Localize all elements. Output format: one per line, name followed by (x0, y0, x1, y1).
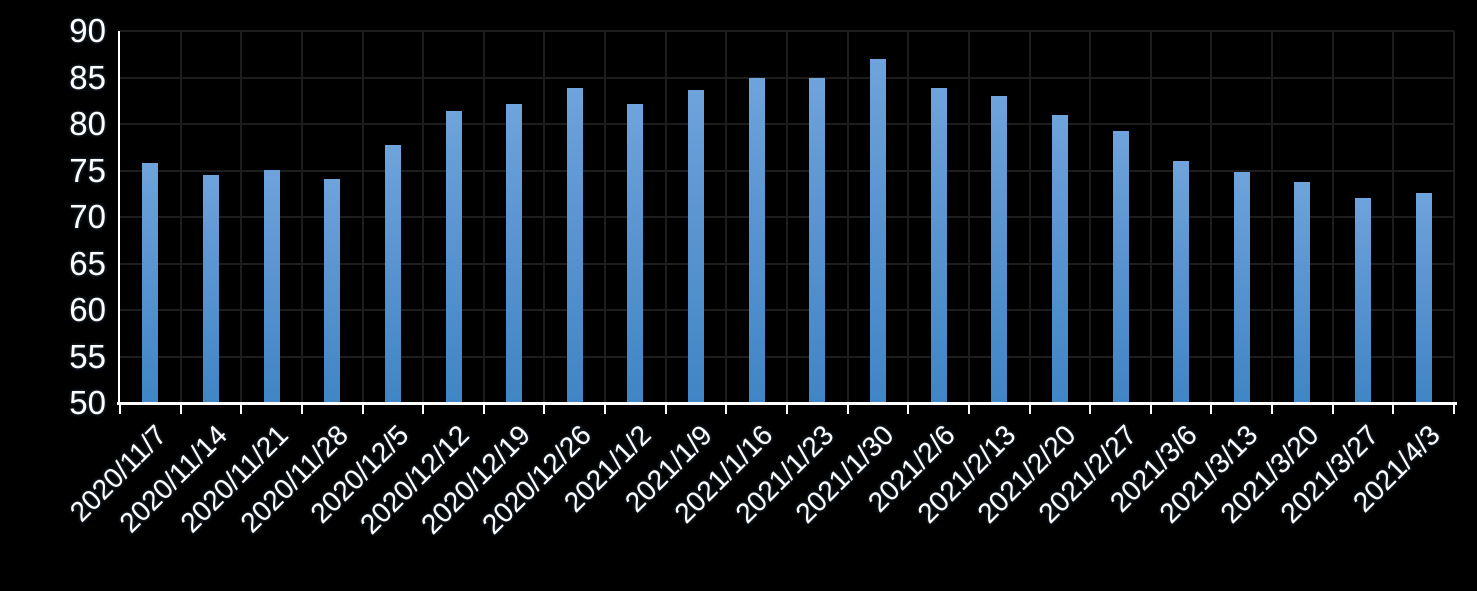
tick-mark (240, 405, 243, 414)
gridline-v (1453, 31, 1455, 403)
tick-mark (300, 405, 303, 414)
bar (506, 104, 523, 402)
bar (809, 78, 826, 402)
tick-mark (1089, 405, 1092, 414)
bar (384, 145, 401, 402)
tick-mark (1331, 405, 1334, 414)
y-axis-label: 55 (69, 337, 106, 375)
tick-mark (1392, 405, 1395, 414)
bar (263, 169, 280, 402)
y-axis-label: 90 (69, 12, 106, 49)
y-axis-line (118, 31, 120, 405)
y-axis-label: 85 (69, 58, 106, 96)
gridline-v (725, 31, 728, 403)
bar (688, 89, 705, 402)
bar (991, 96, 1008, 402)
tick-mark (1149, 405, 1152, 414)
tick-mark (361, 405, 364, 414)
bar (1355, 198, 1372, 402)
tick-mark (119, 405, 121, 414)
gridline-v (1271, 31, 1274, 403)
tick-mark (422, 405, 425, 414)
bar (1051, 114, 1068, 402)
y-axis-label: 60 (69, 291, 106, 328)
bar (748, 78, 765, 402)
tick-mark (1453, 405, 1455, 414)
bar (445, 110, 462, 402)
bar (1233, 172, 1250, 402)
gridline-v (786, 31, 788, 403)
gridline-v (1210, 31, 1213, 403)
gridline-v (543, 31, 546, 403)
gridline-v (240, 31, 243, 403)
x-axis-line (117, 402, 1457, 405)
gridline-v (1392, 31, 1395, 403)
bar (1173, 161, 1190, 402)
gridline-v (604, 31, 607, 403)
tick-mark (1028, 405, 1031, 414)
bar (566, 87, 583, 402)
tick-mark (543, 405, 546, 414)
gridline-v (1028, 31, 1031, 403)
y-axis-label: 80 (69, 105, 106, 142)
tick-mark (846, 405, 849, 414)
tick-mark (1271, 405, 1274, 414)
gridline-v (179, 31, 182, 403)
tick-mark (179, 405, 182, 414)
plot-area (117, 30, 1457, 414)
gridline-v (300, 31, 303, 403)
tick-mark (725, 405, 728, 414)
gridline-v (422, 31, 425, 403)
bar (627, 104, 644, 402)
bar (1112, 131, 1129, 402)
y-axis-label: 65 (69, 244, 106, 282)
bar (1415, 192, 1432, 402)
gridline-v (1089, 31, 1092, 403)
y-axis-label: 70 (69, 198, 106, 235)
gridline-v (361, 31, 364, 403)
gridline-v (664, 31, 667, 403)
gridline-v (907, 31, 910, 403)
gridline-v (1149, 31, 1152, 403)
tick-mark (1210, 405, 1213, 414)
tick-mark (907, 405, 910, 414)
bar (930, 87, 947, 402)
gridline-v (846, 31, 849, 403)
bar (324, 178, 341, 402)
y-axis-label: 75 (69, 151, 106, 189)
gridline-v (967, 31, 970, 403)
tick-mark (604, 405, 607, 414)
bar (142, 163, 159, 402)
bar (202, 175, 219, 402)
tick-mark (664, 405, 667, 414)
y-axis-label: 50 (69, 384, 106, 421)
gridline-v (1331, 31, 1334, 403)
gridline-v (482, 31, 485, 403)
bar (1294, 181, 1311, 402)
tick-mark (786, 405, 788, 414)
tick-mark (967, 405, 970, 414)
tick-mark (482, 405, 485, 414)
bar (869, 58, 886, 402)
